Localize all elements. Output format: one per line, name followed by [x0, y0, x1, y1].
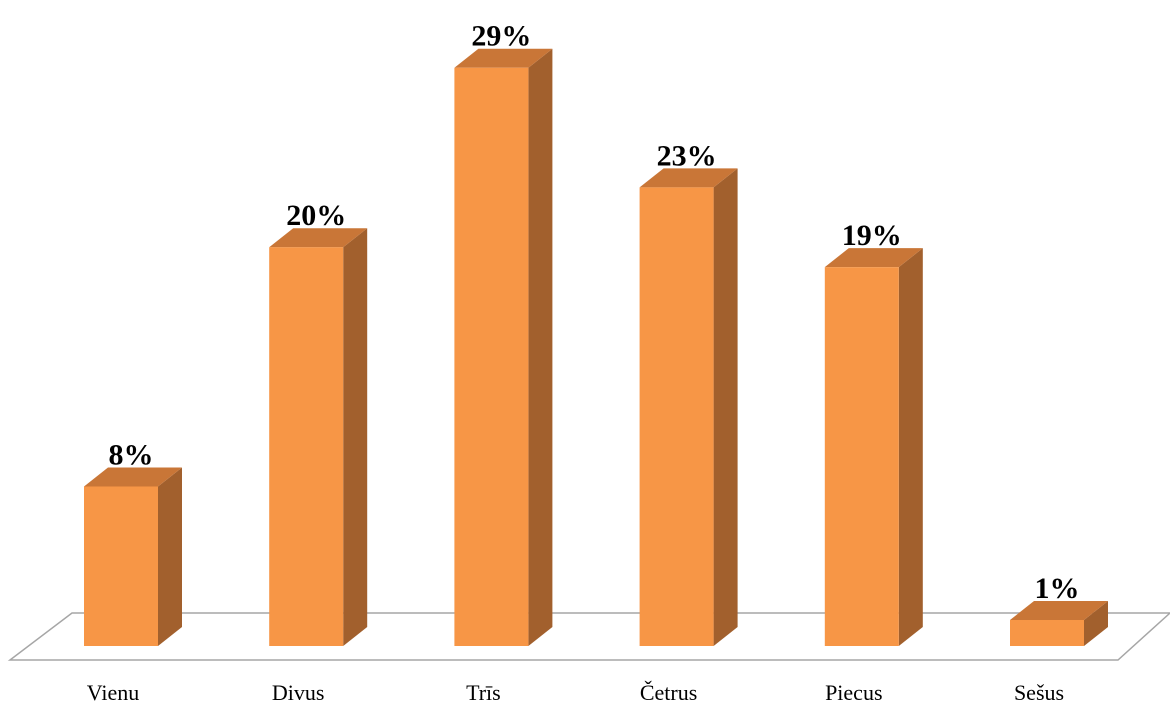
- bar-front-face: [84, 486, 158, 646]
- bar-3: [454, 48, 553, 647]
- bar-2: [269, 228, 368, 646]
- bar-front-face: [1010, 620, 1084, 646]
- bar-side-face: [343, 228, 368, 646]
- bar-side-face: [713, 168, 738, 646]
- data-label: 8%: [109, 438, 154, 471]
- category-label: Piecus: [825, 680, 882, 705]
- bar-top-face: [454, 48, 553, 68]
- category-axis: Vienu Divus Trīs Četrus Piecus Sešus: [87, 680, 1064, 705]
- bar-top-face: [84, 467, 182, 487]
- bar-side-face: [158, 467, 182, 646]
- bar-5: [824, 248, 923, 646]
- data-label: 20%: [286, 199, 346, 232]
- category-label: Divus: [272, 680, 325, 705]
- bar-front-face: [824, 267, 899, 646]
- bars-group: [84, 48, 1108, 647]
- bar-top-face: [824, 248, 923, 268]
- bar-top-face: [639, 168, 738, 188]
- bar-4: [639, 168, 738, 646]
- bar-front-face: [639, 187, 714, 646]
- category-label: Vienu: [87, 680, 139, 705]
- category-label: Sešus: [1014, 680, 1064, 705]
- data-label: 1%: [1035, 572, 1080, 605]
- data-label: 29%: [471, 20, 531, 53]
- data-labels-group: 8% 20% 29% 23% 19% 1%: [109, 20, 1080, 605]
- bar-6: [1010, 601, 1108, 646]
- data-label: 23%: [657, 139, 717, 172]
- bar-front-face: [269, 247, 344, 646]
- category-label: Trīs: [466, 680, 501, 705]
- bar-1: [84, 467, 182, 646]
- bar-front-face: [454, 67, 529, 647]
- bar-side-face: [898, 248, 923, 646]
- data-label: 19%: [842, 219, 902, 252]
- bar-side-face: [1084, 601, 1108, 646]
- category-label: Četrus: [640, 680, 697, 705]
- chart-floor: [7, 612, 1170, 661]
- bar-top-face: [269, 228, 368, 248]
- bar-side-face: [528, 48, 553, 647]
- bar-top-face: [1010, 601, 1108, 620]
